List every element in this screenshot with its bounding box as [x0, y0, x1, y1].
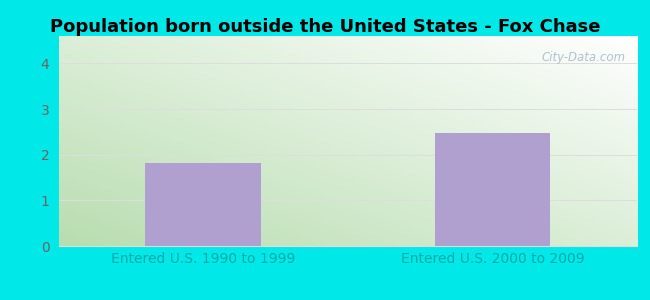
- Text: City-Data.com: City-Data.com: [541, 51, 625, 64]
- Bar: [435, 133, 550, 246]
- Bar: [145, 163, 261, 246]
- Text: Population born outside the United States - Fox Chase: Population born outside the United State…: [50, 18, 600, 36]
